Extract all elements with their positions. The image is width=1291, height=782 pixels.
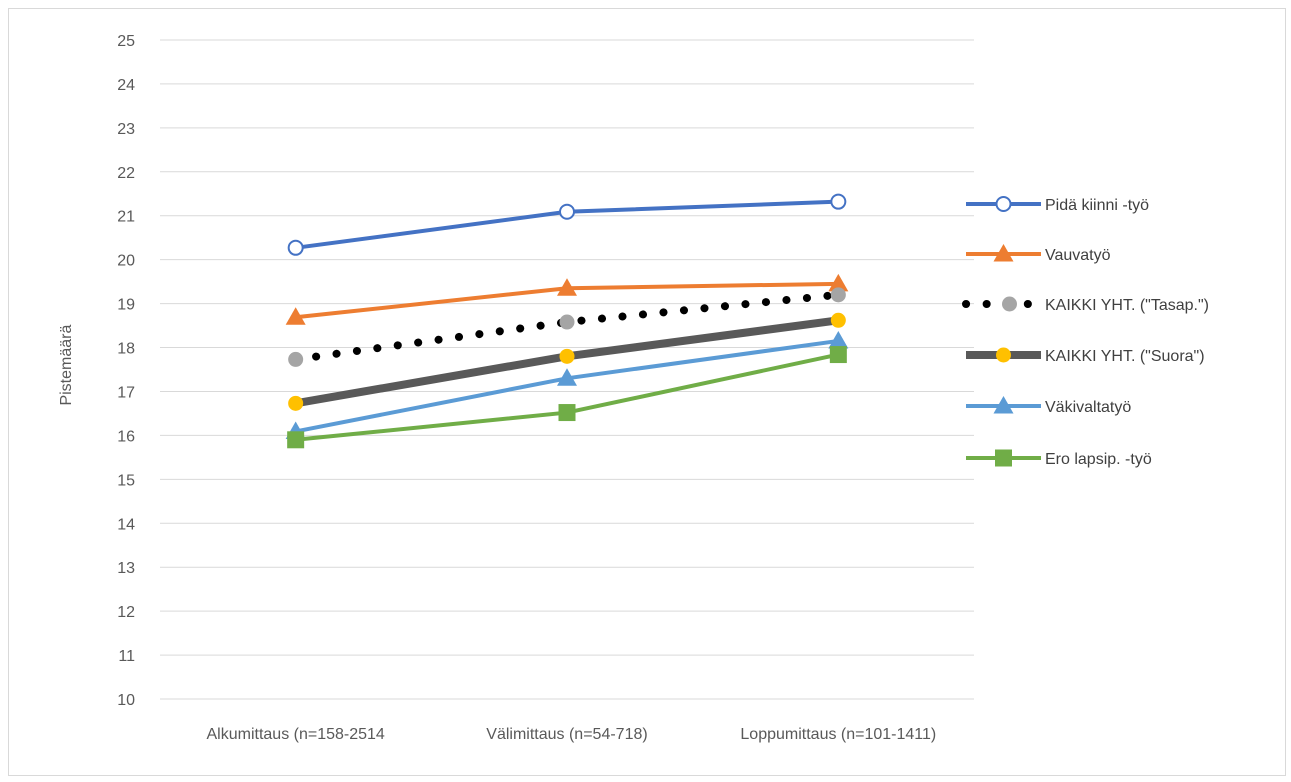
series-5 [287,346,847,449]
legend-item: Ero lapsip. -työ [966,449,1152,468]
data-point [285,307,306,325]
legend-label: KAIKKI YHT. ("Suora") [1045,348,1205,365]
legend-marker [1002,296,1017,312]
legend-item: KAIKKI YHT. ("Tasap.") [962,296,1209,314]
x-tick-label: Alkumittaus (n=158-2514 [207,726,385,743]
data-point [287,239,304,256]
data-point [288,395,304,411]
legend-item: Pidä kiinni -työ [966,196,1149,214]
y-tick-label: 22 [117,165,135,182]
data-point [559,314,575,330]
y-tick-label: 19 [117,297,135,314]
series-2 [288,287,846,367]
y-tick-label: 11 [118,648,135,665]
data-point [830,312,846,328]
data-point [287,431,305,449]
data-point [830,287,846,303]
y-tick-label: 18 [117,341,135,358]
series-line [291,290,843,364]
x-tick-label: Välimittaus (n=54-718) [486,726,647,743]
legend-label: Vauvatyö [1045,247,1111,264]
series-0 [287,193,847,256]
y-tick-label: 24 [117,77,135,94]
data-point [288,351,304,367]
legend-label: Pidä kiinni -työ [1045,197,1149,214]
legend-label: Ero lapsip. -työ [1045,451,1152,468]
legend-label: Väkivaltatyö [1045,399,1131,416]
legend-item: Väkivaltatyö [966,396,1131,416]
y-tick-label: 23 [117,121,135,138]
line-chart: 10 11 12 13 14 15 16 17 18 19 20 21 22 23 24 25 Alkumitt… [58,33,1209,743]
legend-marker [993,396,1014,414]
legend-item: Vauvatyö [966,244,1111,264]
legend-marker [996,347,1011,363]
data-point [559,203,575,220]
data-point [830,193,847,210]
y-tick-label: 14 [117,516,135,533]
series-line [295,352,839,442]
y-tick-label: 17 [117,384,135,401]
y-axis-title: Pistemäärä [58,325,75,406]
data-point [828,330,849,349]
legend-label: KAIKKI YHT. ("Tasap.") [1045,297,1209,314]
y-tick-label: 12 [117,604,135,621]
data-point [559,348,575,364]
x-tick-label: Loppumittaus (n=101-1411) [740,726,936,743]
y-tick-label: 16 [117,428,135,445]
data-point [829,346,847,364]
data-point [828,273,849,292]
y-tick-label: 10 [117,692,135,709]
y-tick-label: 21 [117,209,135,226]
data-point [557,368,577,386]
y-tick-label: 15 [117,472,135,489]
series-3 [288,312,846,411]
series-1 [285,273,849,325]
chart-frame: 10 11 12 13 14 15 16 17 18 19 20 21 22 23 24 25 Alkumitt… [8,8,1286,776]
legend-marker [993,244,1014,262]
y-tick-label: 25 [117,33,135,50]
y-tick-label: 13 [117,560,135,577]
legend-marker [995,449,1012,467]
data-point [557,278,577,296]
legend-marker [995,196,1012,212]
y-tick-label: 20 [117,253,135,270]
data-point [558,404,576,422]
legend-item: KAIKKI YHT. ("Suora") [966,347,1205,365]
